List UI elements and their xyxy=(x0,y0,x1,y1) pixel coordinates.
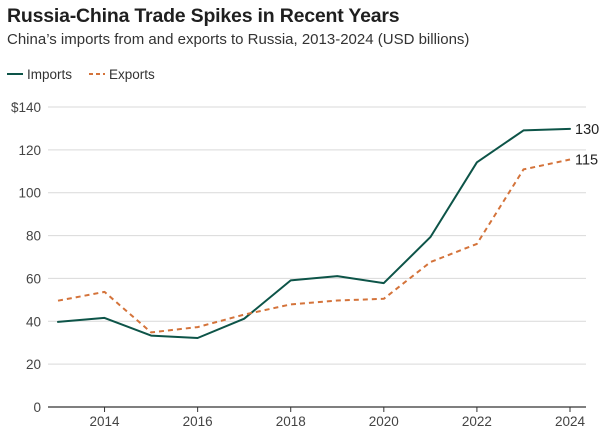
y-tick-label: 120 xyxy=(18,143,41,158)
legend: Imports Exports xyxy=(7,67,155,82)
end-label-imports: 130 xyxy=(575,122,599,138)
y-tick-label: 40 xyxy=(26,314,41,329)
x-tick-label: 2018 xyxy=(276,414,306,429)
series-line-imports xyxy=(57,127,571,339)
legend-label-imports: Imports xyxy=(27,67,72,82)
x-tick-label: 2016 xyxy=(183,414,213,429)
series-line-exports xyxy=(57,158,571,334)
x-tick-label: 2022 xyxy=(462,414,492,429)
y-tick-label: 80 xyxy=(26,229,41,244)
end-labels: 130 115 xyxy=(575,122,599,169)
y-tick-label: $140 xyxy=(11,100,41,115)
chart-subtitle: China’s imports from and exports to Russ… xyxy=(7,31,470,48)
y-tick-label: 100 xyxy=(18,186,41,201)
x-tick-label: 2020 xyxy=(369,414,399,429)
gridlines xyxy=(48,106,586,408)
x-tick-label: 2014 xyxy=(90,414,121,429)
x-axis-ticks: 2014 2016 2018 2020 2022 2024 xyxy=(90,407,586,429)
y-tick-label: 60 xyxy=(26,271,41,286)
end-label-exports: 115 xyxy=(575,153,598,169)
x-tick-label: 2024 xyxy=(555,414,586,429)
series-lines xyxy=(57,127,571,339)
legend-label-exports: Exports xyxy=(109,67,155,82)
y-axis-ticks: 0 20 40 60 80 100 120 $140 xyxy=(11,100,41,415)
y-tick-label: 0 xyxy=(33,400,41,415)
chart-title: Russia-China Trade Spikes in Recent Year… xyxy=(7,5,400,27)
y-tick-label: 20 xyxy=(26,357,41,372)
